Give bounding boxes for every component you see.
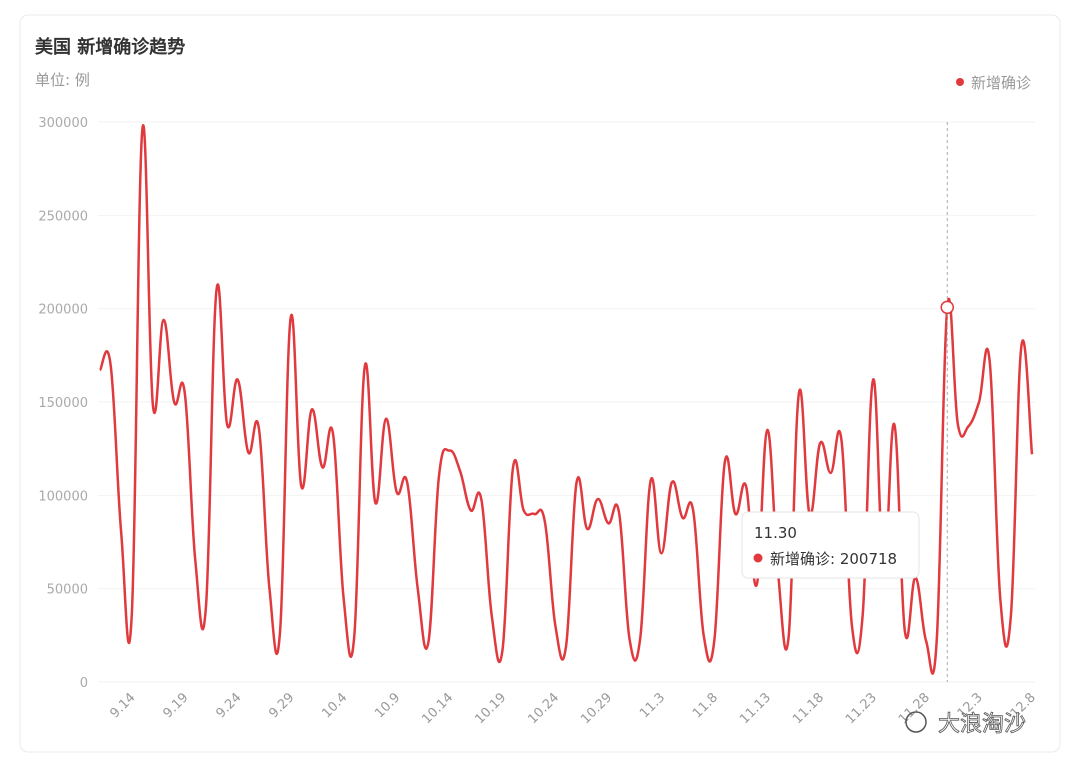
chart-subtitle: 单位: 例 — [35, 71, 90, 89]
y-tick-label: 200000 — [38, 303, 88, 318]
chart-title: 美国 新增确诊趋势 — [35, 36, 185, 58]
y-tick-label: 100000 — [38, 489, 88, 504]
y-tick-label: 50000 — [47, 583, 88, 598]
tooltip-text: 新增确诊: 200718 — [770, 550, 897, 568]
y-tick-label: 300000 — [38, 116, 88, 131]
watermark: 大浪淘沙 — [938, 712, 1026, 737]
hover-point — [940, 300, 955, 315]
card — [19, 14, 1061, 753]
tooltip-box — [741, 511, 920, 579]
y-tick-label: 250000 — [38, 209, 88, 224]
legend-label: 新增确诊 — [971, 74, 1031, 92]
tooltip-title: 11.30 — [754, 524, 797, 542]
legend-marker — [956, 78, 964, 86]
y-tick-label: 0 — [80, 676, 88, 691]
y-tick-label: 150000 — [38, 396, 88, 411]
watermark-icon — [905, 711, 927, 733]
tooltip-marker — [753, 553, 763, 563]
